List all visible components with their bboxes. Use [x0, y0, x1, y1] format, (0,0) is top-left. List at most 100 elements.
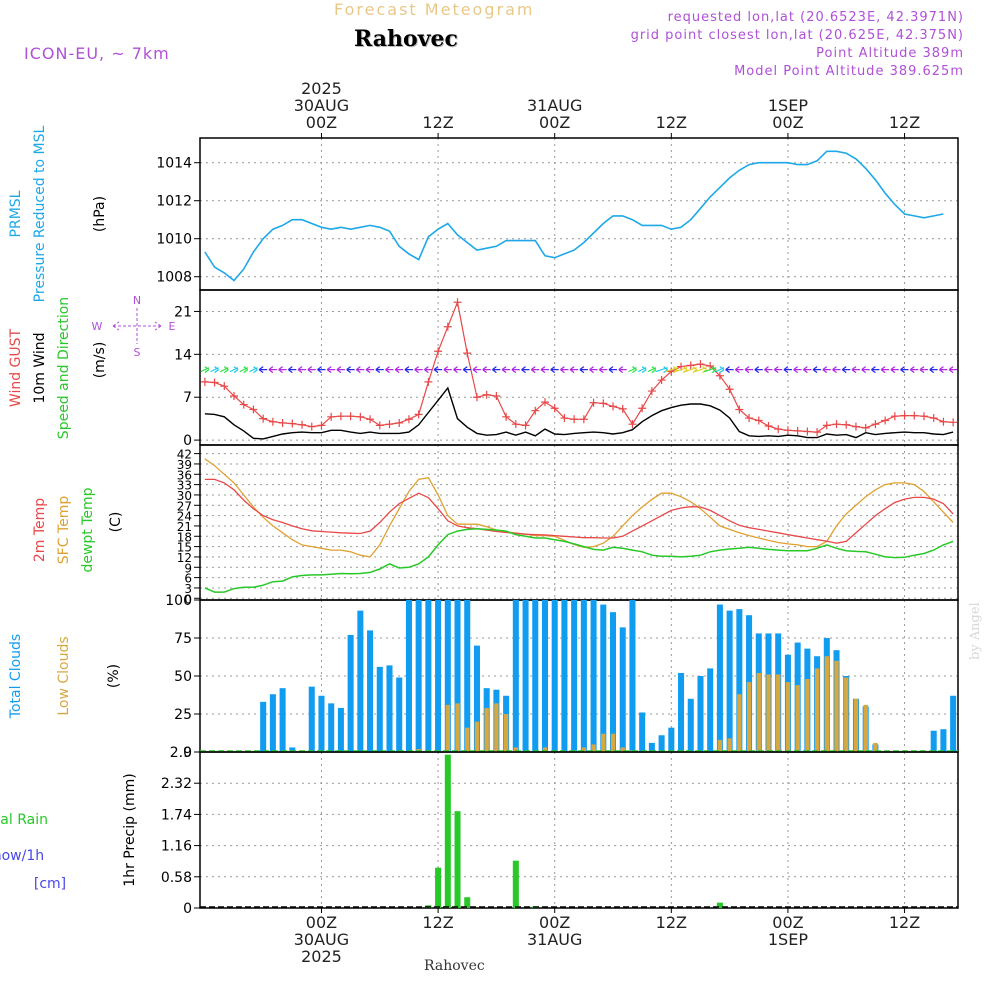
- gust-marker: [919, 412, 928, 421]
- wind-direction-arrow: [929, 366, 938, 374]
- wind-direction-arrow: [394, 366, 404, 374]
- gust-marker: [239, 400, 248, 409]
- total-cloud-bar: [726, 610, 733, 752]
- gust-marker: [278, 418, 287, 427]
- y-tick-label: 33: [177, 479, 192, 493]
- wind-direction-arrow: [919, 366, 928, 374]
- y-tick-label: 39: [177, 458, 192, 472]
- total-cloud-bar: [687, 698, 694, 752]
- wind-direction-arrow: [628, 366, 637, 374]
- y-tick-label: 0.58: [161, 870, 192, 886]
- wind-direction-arrow: [453, 366, 462, 374]
- y-tick-label: 0: [183, 745, 192, 761]
- gust-marker: [842, 420, 851, 429]
- gust-marker: [638, 404, 647, 413]
- low-cloud-bar: [737, 694, 742, 752]
- station-title: Rahovec: [354, 26, 458, 52]
- gust-marker: [249, 405, 258, 414]
- y-axis-label: (m/s): [92, 342, 108, 379]
- time-label-top: 00Z: [306, 113, 337, 132]
- total-cloud-bar: [464, 600, 471, 752]
- y-axis-label: (C): [108, 512, 124, 533]
- total-cloud-bar: [289, 747, 296, 752]
- gust-marker: [609, 402, 618, 411]
- low-cloud-bar: [853, 698, 859, 752]
- wind-direction-arrow: [841, 366, 851, 374]
- compass-s: S: [134, 346, 141, 359]
- wind-direction-arrow: [871, 366, 880, 374]
- wind-direction-arrow: [939, 366, 948, 374]
- gust-marker: [579, 415, 588, 424]
- time-label-top: 12Z: [656, 113, 687, 132]
- y-tick-label: 0: [183, 901, 192, 917]
- wind-direction-arrow: [355, 366, 365, 374]
- compass-e: E: [169, 320, 176, 333]
- side-label: PRMSL: [8, 190, 24, 237]
- wind-direction-arrow: [598, 366, 608, 374]
- time-label-bottom: 2025: [301, 947, 342, 966]
- low-cloud-bar: [766, 674, 771, 752]
- gust-marker: [929, 414, 938, 423]
- gust-marker: [715, 371, 724, 380]
- total-cloud-bar: [473, 645, 480, 752]
- wind-direction-arrow: [948, 366, 958, 374]
- product-title: Forecast Meteogram: [334, 0, 535, 19]
- gust-marker: [813, 428, 822, 437]
- gust-marker: [657, 376, 666, 385]
- low-cloud-bar: [717, 739, 723, 752]
- y-tick-label: 75: [174, 631, 192, 647]
- wind-direction-arrow: [589, 366, 598, 374]
- total-cloud-bar: [930, 730, 937, 752]
- total-cloud-bar: [279, 688, 286, 752]
- gust-marker: [230, 391, 239, 400]
- time-label-top: 30AUG: [294, 96, 349, 115]
- side-label: Wind GUST: [8, 328, 24, 407]
- gust-marker: [735, 405, 744, 414]
- wind-direction-arrow: [909, 366, 919, 374]
- gust-marker: [453, 298, 462, 307]
- gust-marker: [647, 387, 656, 396]
- wind-direction-arrow: [414, 366, 423, 374]
- side-label: SFC Temp: [56, 496, 72, 565]
- y-tick-label: 1012: [156, 194, 192, 210]
- total-cloud-bar: [716, 604, 723, 752]
- wind-direction-arrow: [317, 366, 326, 374]
- panel-pressure: 1008 1010 1012 1014 PRMSL Pressure Reduced to…: [8, 125, 959, 302]
- gust-marker: [803, 427, 812, 436]
- total-cloud-bar: [357, 610, 364, 752]
- low-cloud-bar: [474, 721, 480, 752]
- gust-marker: [259, 414, 268, 423]
- gust-marker: [443, 322, 452, 331]
- y-axis-label: (%): [106, 664, 122, 688]
- dewpt-line: [204, 527, 954, 593]
- time-label-bottom: 1SEP: [768, 930, 808, 949]
- y-axis-label: 1hr Precip (mm): [122, 773, 138, 886]
- wind-direction-arrow: [744, 366, 754, 374]
- total-cloud-bar: [425, 600, 432, 752]
- low-cloud-bar: [542, 747, 548, 752]
- wind-line: [204, 386, 954, 440]
- wind-direction-arrow: [220, 366, 229, 374]
- gust-marker: [404, 415, 413, 424]
- model-label: ICON-EU, ~ 7km: [24, 44, 170, 63]
- wind-direction-arrow: [783, 366, 792, 374]
- gust-marker: [793, 426, 802, 435]
- gust-marker: [900, 411, 909, 420]
- gust-marker: [570, 415, 579, 424]
- gust-marker: [210, 378, 219, 387]
- gust-marker: [521, 421, 530, 430]
- low-cloud-bar: [601, 733, 606, 752]
- low-cloud-bar: [863, 704, 868, 752]
- wind-direction-arrow: [229, 366, 239, 374]
- y-tick-label: 50: [174, 669, 192, 685]
- y-tick-label: 0: [184, 592, 192, 606]
- y-tick-label: 1008: [156, 270, 192, 286]
- total-cloud-bar: [697, 676, 704, 752]
- gust-marker: [939, 417, 948, 426]
- gust-marker: [346, 412, 355, 421]
- time-label-bottom: 31AUG: [527, 930, 582, 949]
- gust-marker: [356, 412, 365, 421]
- wind-direction-arrow: [346, 366, 355, 374]
- t2m-line: [204, 478, 954, 544]
